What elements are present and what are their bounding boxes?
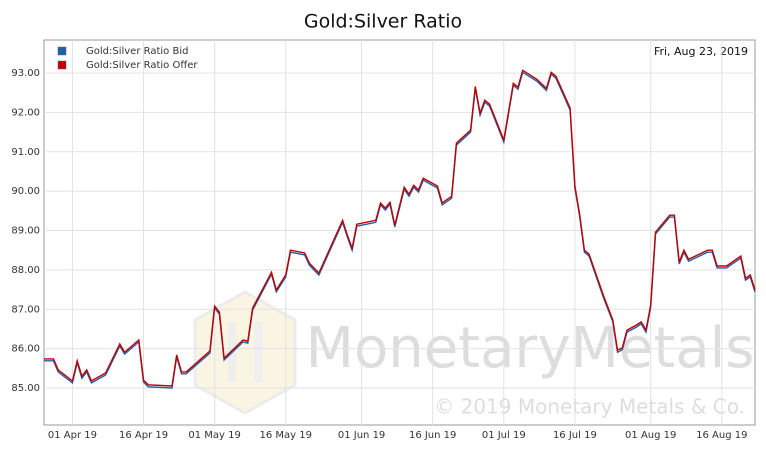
legend-label: Gold:Silver Ratio Offer	[86, 60, 198, 71]
date-label: Fri, Aug 23, 2019	[654, 45, 748, 58]
x-tick-label: 16 Aug 19	[696, 430, 747, 441]
x-tick-label: 01 Jun 19	[338, 430, 385, 441]
y-tick-label: 88.00	[11, 265, 40, 276]
data-line	[44, 69, 756, 387]
legend-swatch	[57, 46, 67, 56]
y-tick-label: 89.00	[11, 226, 40, 237]
y-tick-label: 93.00	[11, 68, 40, 79]
plot-frame	[43, 39, 756, 426]
x-tick-label: 16 May 19	[259, 430, 311, 441]
x-tick-label: 01 Apr 19	[48, 430, 97, 441]
legend-label: Gold:Silver Ratio Bid	[86, 46, 188, 57]
chart-title: Gold:Silver Ratio	[304, 11, 462, 33]
y-tick-label: 90.00	[11, 186, 40, 197]
x-tick-label: 01 May 19	[188, 430, 240, 441]
x-tick-label: 16 Apr 19	[119, 430, 168, 441]
y-tick-label: 91.00	[11, 147, 40, 158]
x-tick-label: 01 Jul 19	[482, 430, 526, 441]
x-tick-label: 16 Jun 19	[409, 430, 456, 441]
copyright: © 2019 Monetary Metals & Co.	[434, 395, 745, 419]
y-tick-label: 92.00	[11, 107, 40, 118]
y-tick-label: 85.00	[11, 383, 40, 394]
y-tick-label: 86.00	[11, 344, 40, 355]
x-tick-label: 16 Jul 19	[553, 430, 597, 441]
legend-swatch	[57, 60, 67, 70]
y-tick-label: 87.00	[11, 304, 40, 315]
x-tick-label: 01 Aug 19	[625, 430, 676, 441]
